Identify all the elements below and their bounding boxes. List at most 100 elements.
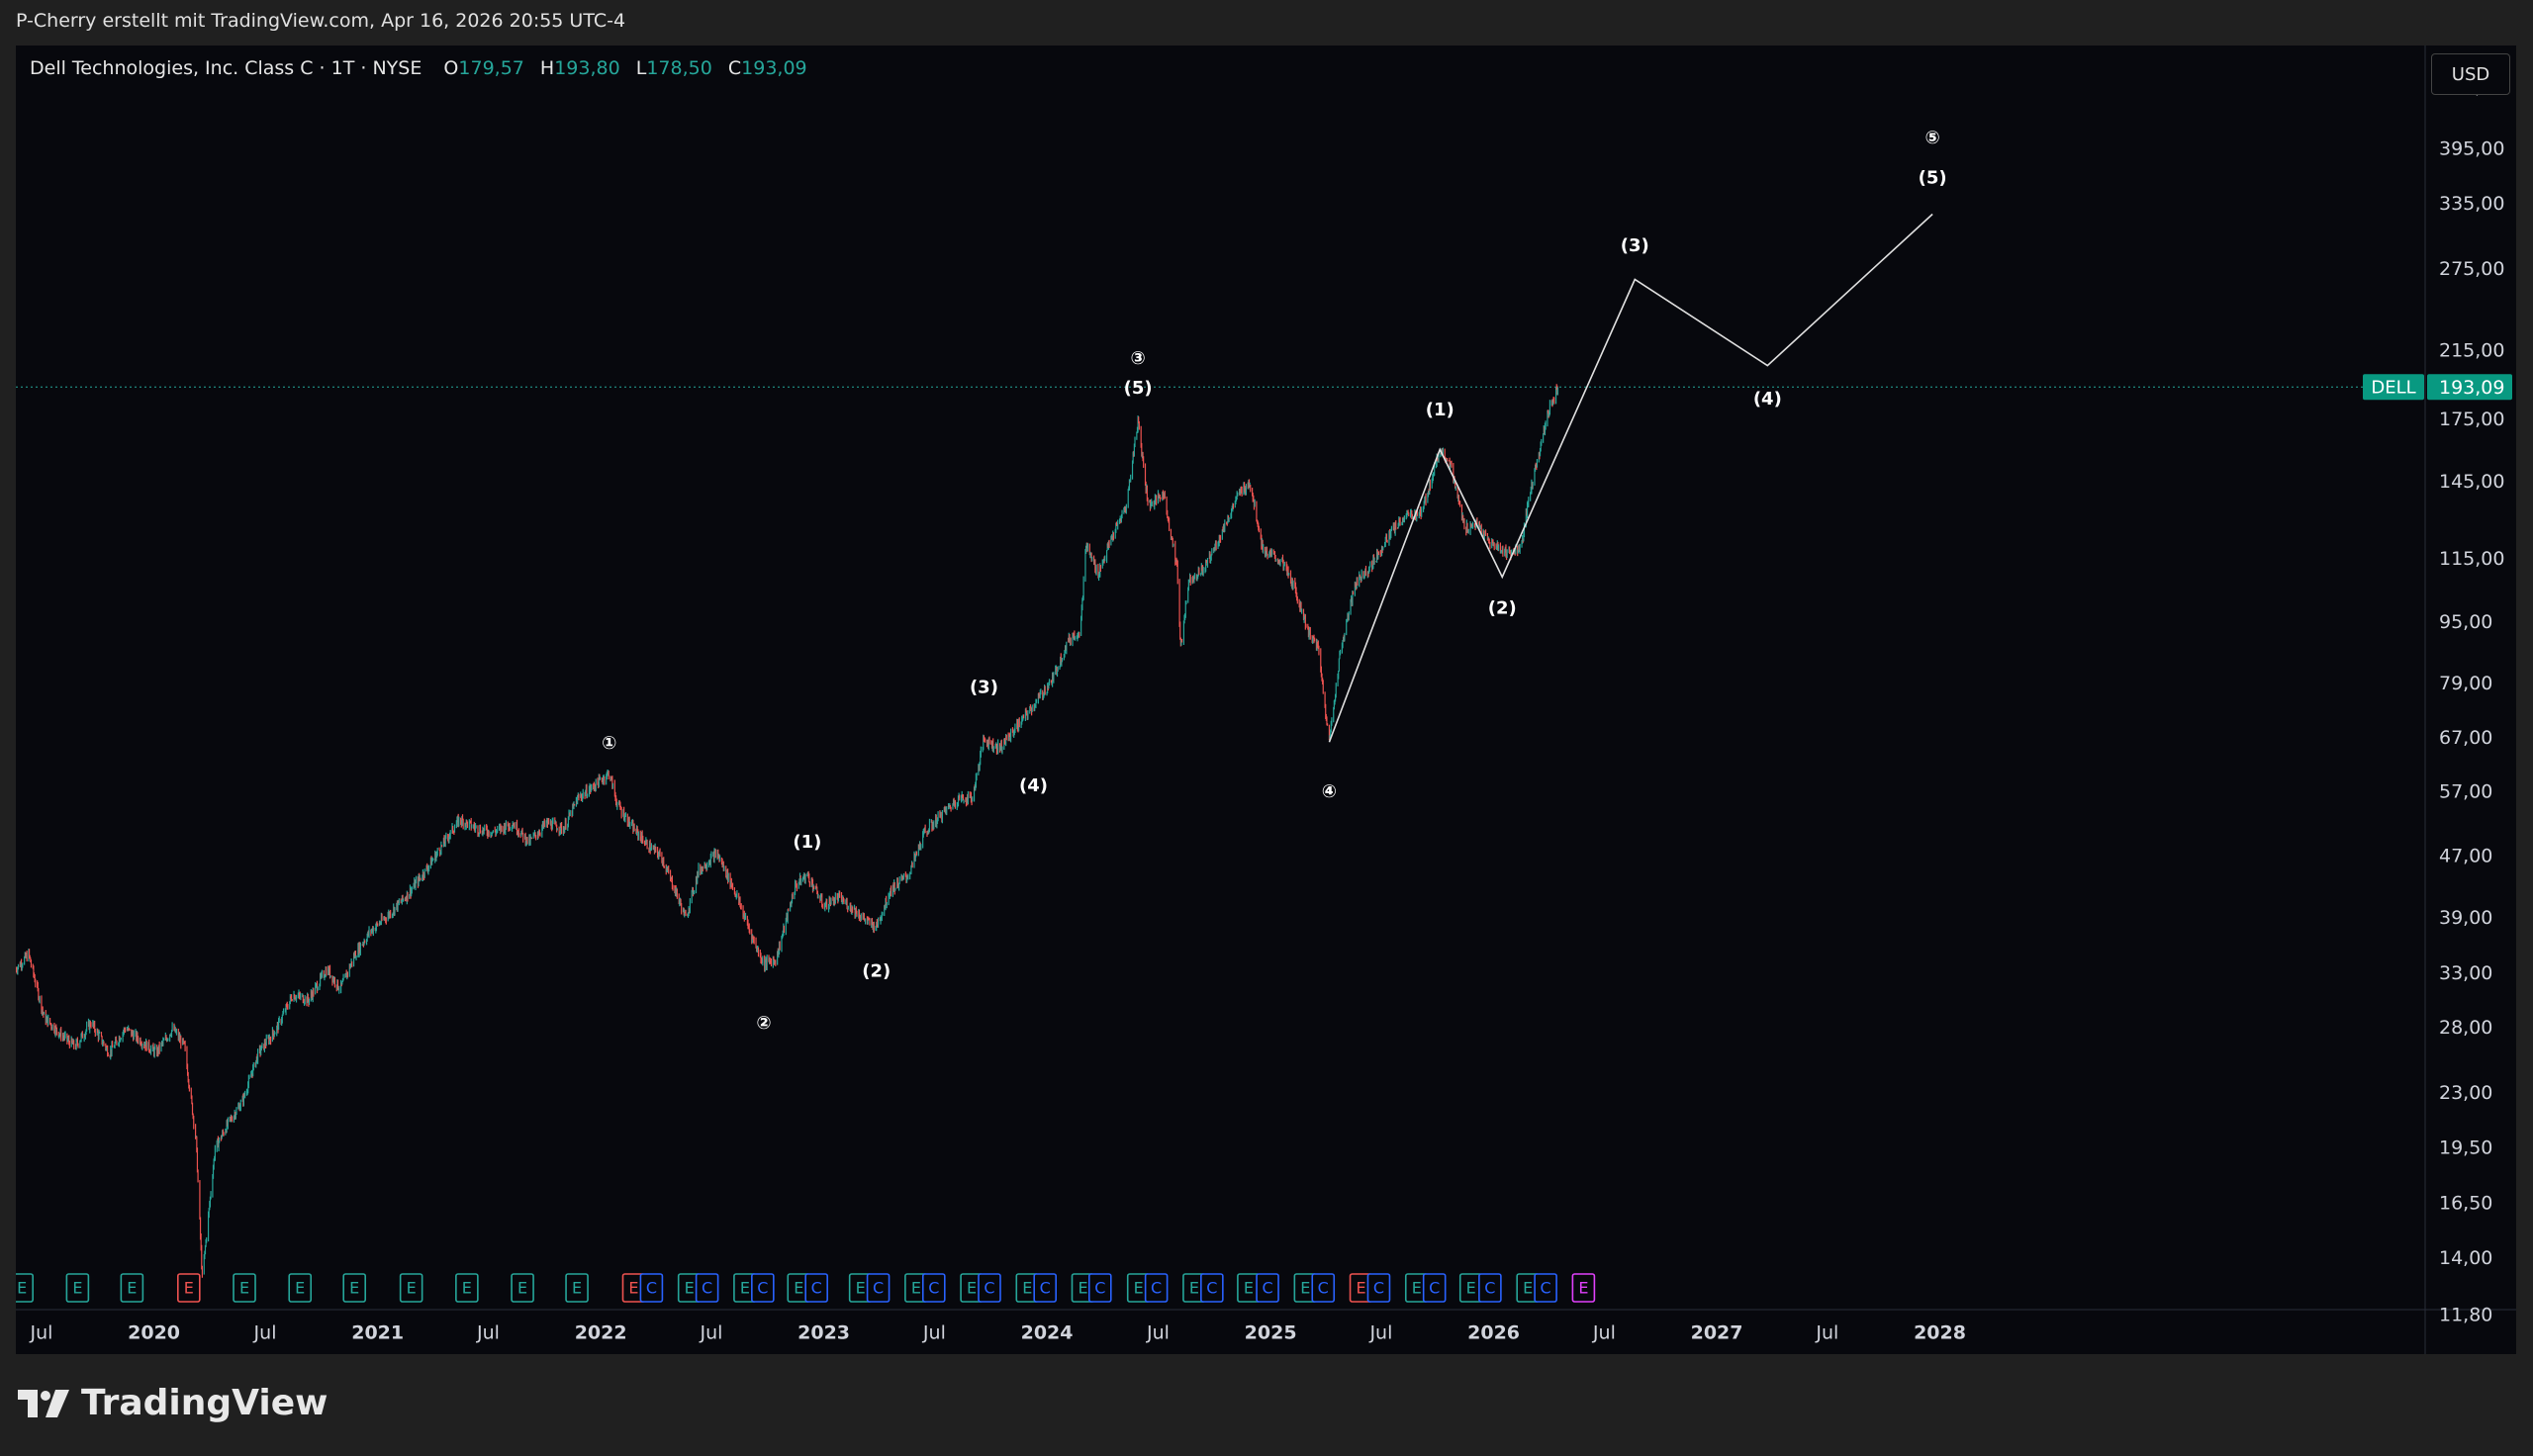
symbol-tag bbox=[2363, 374, 2424, 401]
earnings-marker-label: C bbox=[928, 1279, 939, 1298]
price-chart[interactable]: ① ② (1) (2) (3) (4) ③ (5) ④ (1) (2) (3) (4) ⑤ (5) E E E E E… bbox=[16, 46, 2516, 1354]
earnings-marker-label: C bbox=[873, 1279, 884, 1298]
earnings-marker-label: C bbox=[757, 1279, 768, 1298]
earnings-marker-label: E bbox=[1356, 1279, 1365, 1298]
wave-label: (1) bbox=[793, 832, 821, 853]
high-label: H bbox=[539, 57, 555, 79]
close-value: 193,09 bbox=[741, 57, 807, 79]
wave-label: (2) bbox=[1488, 598, 1517, 619]
earnings-marker-label: C bbox=[1151, 1279, 1162, 1298]
symbol-tag-label: DELL bbox=[2371, 377, 2415, 398]
time-tick-label: 2023 bbox=[797, 1322, 850, 1344]
earnings-marker-label: C bbox=[1094, 1279, 1105, 1298]
earnings-marker bbox=[177, 1273, 201, 1303]
wave-label: (5) bbox=[1919, 167, 1947, 188]
wave-label: (1) bbox=[1426, 400, 1454, 420]
earnings-marker bbox=[399, 1273, 423, 1303]
earnings-marker bbox=[16, 1273, 34, 1303]
currency-button[interactable]: USD bbox=[2431, 53, 2510, 95]
earnings-marker-label: E bbox=[407, 1279, 417, 1298]
close-label: C bbox=[727, 57, 742, 79]
earnings-marker bbox=[639, 1273, 664, 1303]
earnings-marker-label: E bbox=[685, 1279, 695, 1298]
earnings-marker-label: C bbox=[1373, 1279, 1384, 1298]
earnings-marker-label: E bbox=[1523, 1279, 1533, 1298]
earnings-marker bbox=[1571, 1273, 1596, 1303]
low-value: 178,50 bbox=[646, 57, 712, 79]
earnings-marker-label: E bbox=[572, 1279, 582, 1298]
time-tick-label: Jul bbox=[699, 1322, 722, 1344]
chart-frame[interactable]: ① ② (1) (2) (3) (4) ③ (5) ④ (1) (2) (3) (4) ⑤ (5) E E E E E… bbox=[16, 46, 2516, 1354]
time-tick-label: Jul bbox=[1368, 1322, 1392, 1344]
earnings-marker-label: E bbox=[72, 1279, 82, 1298]
wave-label: (3) bbox=[1621, 235, 1649, 256]
tradingview-brand[interactable]: TradingView bbox=[18, 1383, 328, 1423]
earnings-marker bbox=[288, 1273, 313, 1303]
earnings-marker-label: E bbox=[1022, 1279, 1032, 1298]
wave-label: ③ bbox=[1130, 348, 1145, 369]
price-tick-label: 275,00 bbox=[2439, 258, 2504, 280]
time-tick-label: Jul bbox=[1592, 1322, 1616, 1344]
price-tick-label: 67,00 bbox=[2439, 727, 2492, 749]
time-tick-label: 2021 bbox=[351, 1322, 404, 1344]
wave-label: ① bbox=[602, 733, 616, 754]
price-tick-label: 19,50 bbox=[2439, 1138, 2492, 1159]
wave-label: ④ bbox=[1322, 781, 1337, 802]
earnings-marker-label: E bbox=[1189, 1279, 1199, 1298]
wave-label: ② bbox=[756, 1013, 771, 1034]
earnings-marker-label: E bbox=[967, 1279, 977, 1298]
earnings-marker-label: E bbox=[517, 1279, 527, 1298]
chart-header-attribution: P-Cherry erstellt mit TradingView.com, A… bbox=[16, 10, 626, 32]
time-tick-label: Jul bbox=[1146, 1322, 1170, 1344]
earnings-marker bbox=[565, 1273, 589, 1303]
earnings-marker-label: E bbox=[1078, 1279, 1087, 1298]
earnings-marker-label: E bbox=[1134, 1279, 1144, 1298]
earnings-marker-label: E bbox=[1244, 1279, 1254, 1298]
time-tick-label: 2022 bbox=[575, 1322, 627, 1344]
time-tick-label: Jul bbox=[1815, 1322, 1838, 1344]
high-value: 193,80 bbox=[554, 57, 620, 79]
last-price-label: 193,09 bbox=[2439, 377, 2504, 399]
price-tick-label: 47,00 bbox=[2439, 845, 2492, 866]
earnings-marker-label: E bbox=[794, 1279, 803, 1298]
elliott-wave-projection bbox=[1328, 213, 1933, 743]
earnings-marker bbox=[455, 1273, 479, 1303]
earnings-marker bbox=[921, 1273, 946, 1303]
earnings-marker bbox=[695, 1273, 719, 1303]
price-tick-label: 175,00 bbox=[2439, 409, 2504, 430]
earnings-marker-label: C bbox=[1541, 1279, 1551, 1298]
wave-label: (4) bbox=[1753, 389, 1782, 410]
earnings-marker-label: C bbox=[1262, 1279, 1272, 1298]
earnings-marker-label: E bbox=[628, 1279, 638, 1298]
tradingview-logo-icon bbox=[18, 1389, 69, 1417]
earnings-marker bbox=[1311, 1273, 1336, 1303]
earnings-marker-label: C bbox=[702, 1279, 712, 1298]
price-tick-label: 395,00 bbox=[2439, 137, 2504, 159]
earnings-marker-label: C bbox=[1206, 1279, 1217, 1298]
earnings-marker bbox=[233, 1273, 256, 1303]
earnings-marker bbox=[342, 1273, 367, 1303]
open-value: 179,57 bbox=[458, 57, 524, 79]
earnings-marker bbox=[1144, 1273, 1169, 1303]
price-tick-label: 145,00 bbox=[2439, 471, 2504, 493]
earnings-marker-label: E bbox=[740, 1279, 750, 1298]
earnings-marker-label: C bbox=[984, 1279, 994, 1298]
time-tick-label: Jul bbox=[476, 1322, 500, 1344]
earnings-marker bbox=[866, 1273, 891, 1303]
earnings-marker-label: E bbox=[462, 1279, 472, 1298]
open-label: O bbox=[443, 57, 459, 79]
earnings-marker bbox=[978, 1273, 1001, 1303]
earnings-marker-label: E bbox=[911, 1279, 921, 1298]
time-tick-label: 2027 bbox=[1691, 1322, 1743, 1344]
time-tick-label: Jul bbox=[922, 1322, 946, 1344]
last-price-tag bbox=[2427, 374, 2512, 401]
price-tick-label: 95,00 bbox=[2439, 611, 2492, 633]
low-label: L bbox=[635, 57, 647, 79]
earnings-marker-label: C bbox=[1040, 1279, 1051, 1298]
price-tick-label: 115,00 bbox=[2439, 548, 2504, 570]
earnings-marker bbox=[1478, 1273, 1502, 1303]
earnings-marker bbox=[120, 1273, 144, 1303]
wave-label: (3) bbox=[970, 678, 998, 698]
price-tick-label: 14,00 bbox=[2439, 1247, 2492, 1269]
earnings-marker bbox=[511, 1273, 534, 1303]
